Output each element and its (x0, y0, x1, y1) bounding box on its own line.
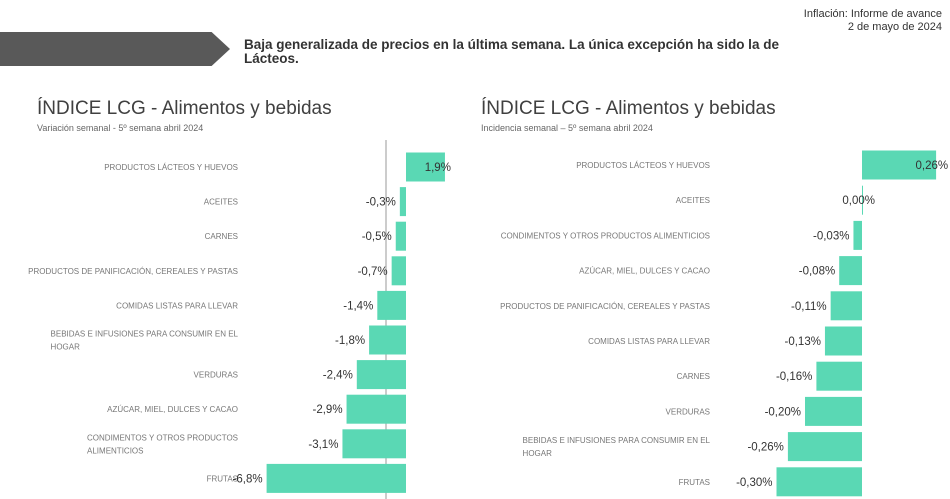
chart-1-category-label: FRUTAS (207, 474, 238, 483)
chart-1-category-label: BEBIDAS E INFUSIONES PARA CONSUMIR EN EL (51, 330, 239, 339)
report-date: 2 de mayo de 2024 (847, 21, 942, 33)
chart-2-category-label: HOGAR (523, 449, 553, 458)
chart-2-category-label: BEBIDAS E INFUSIONES PARA CONSUMIR EN EL (523, 436, 711, 445)
chart-1-category-label: HOGAR (51, 343, 81, 352)
chart-1-bar (346, 394, 406, 424)
chart-1-subtitle: Variación semanal - 5º semana abril 2024 (37, 123, 204, 133)
chart-2-category-label: COMIDAS LISTAS PARA LLEVAR (588, 337, 710, 346)
chart-1-value-label: -2,4% (323, 370, 353, 382)
chart-1-bar (266, 463, 406, 493)
chart-2-value-label: -0,13% (785, 336, 821, 348)
chart-1-value-label: -0,7% (358, 266, 388, 278)
chart-1-category-label: ACEITES (204, 198, 238, 207)
chart-1-bar (377, 290, 406, 320)
chart-2-category-label: CARNES (677, 372, 710, 381)
chart-1-title: ÍNDICE LCG - Alimentos y bebidas (37, 98, 332, 119)
report-info: Inflación: Informe de avance 2 de mayo d… (804, 8, 942, 34)
chart-2-bar (816, 361, 862, 391)
chart-1-bar (391, 256, 406, 286)
chart-2-bar (839, 256, 862, 286)
chart-1-bar (395, 221, 406, 251)
chart-2-category-label: CONDIMENTOS Y OTROS PRODUCTOS ALIMENTICI… (501, 231, 710, 240)
chart-2-value-label: 0,26% (915, 160, 948, 172)
chart-1-bar (356, 360, 406, 390)
chart-1-category-label: AZÚCAR, MIEL, DULCES Y CACAO (107, 405, 238, 414)
chart-1-value-label: -1,8% (335, 335, 365, 347)
headline: Baja generalizada de precios en la últim… (244, 37, 779, 66)
chart-1-bar (406, 152, 445, 182)
chart-1-value-label: -3,1% (308, 439, 338, 451)
chart-2-category-label: PRODUCTOS LÁCTEOS Y HUEVOS (576, 161, 710, 170)
chart-2-bar (830, 291, 862, 321)
chart-1-category-label: CARNES (205, 232, 238, 241)
chart-1-value-label: -2,9% (313, 404, 343, 416)
chart-1-bar (369, 325, 406, 355)
chart-2-bar (787, 432, 862, 462)
chart-2-value-label: 0,00% (842, 195, 875, 207)
chart-1-value-label: 1,9% (425, 162, 451, 174)
chart-2-bar (824, 326, 862, 356)
chart-2-value-label: -0,20% (765, 406, 801, 418)
chart-1-category-label: PRODUCTOS DE PANIFICACIÓN, CEREALES Y PA… (28, 267, 238, 276)
chart-2-category-label: ACEITES (676, 196, 710, 205)
chart-2-subtitle: Incidencia semanal – 5º semana abril 202… (481, 123, 653, 133)
chart-2-bar (853, 220, 862, 250)
chart-2-value-label: -0,11% (791, 301, 827, 313)
chart-1-category-label: PRODUCTOS LÁCTEOS Y HUEVOS (104, 163, 238, 172)
chart-2-bar (862, 150, 937, 180)
chart-2-category-label: FRUTAS (679, 478, 710, 487)
chart-2-bar (862, 185, 863, 215)
chart-1-bar (399, 187, 406, 217)
chart-1-bar (342, 429, 406, 459)
chart-2-value-label: -0,03% (813, 230, 849, 242)
chart-2-value-label: -0,16% (776, 371, 812, 383)
chart-2-bar (805, 396, 862, 426)
chart-1-category-label: VERDURAS (194, 371, 238, 380)
banner-arrow (0, 32, 230, 66)
chart-2-value-label: -0,26% (747, 442, 783, 454)
chart-2-value-label: -0,30% (736, 477, 772, 489)
chart-2-category-label: VERDURAS (666, 407, 710, 416)
chart-1-category-label: ALIMENTICIOS (87, 446, 143, 455)
chart-1-category-label: COMIDAS LISTAS PARA LLEVAR (116, 301, 238, 310)
chart-2-title: ÍNDICE LCG - Alimentos y bebidas (481, 98, 776, 119)
chart-1-category-label: CONDIMENTOS Y OTROS PRODUCTOS (87, 433, 238, 442)
chart-2-category-label: PRODUCTOS DE PANIFICACIÓN, CEREALES Y PA… (500, 302, 710, 311)
chart-2-category-label: AZÚCAR, MIEL, DULCES Y CACAO (579, 267, 710, 276)
chart-1-value-label: -0,3% (366, 197, 396, 209)
chart-2-value-label: -0,08% (799, 266, 835, 278)
report-title: Inflación: Informe de avance (803, 8, 942, 20)
chart-1-value-label: -0,5% (362, 231, 392, 243)
chart-1-value-label: -6,8% (233, 473, 263, 485)
chart-1-value-label: -1,4% (343, 300, 373, 312)
chart-2-bar (776, 467, 862, 497)
